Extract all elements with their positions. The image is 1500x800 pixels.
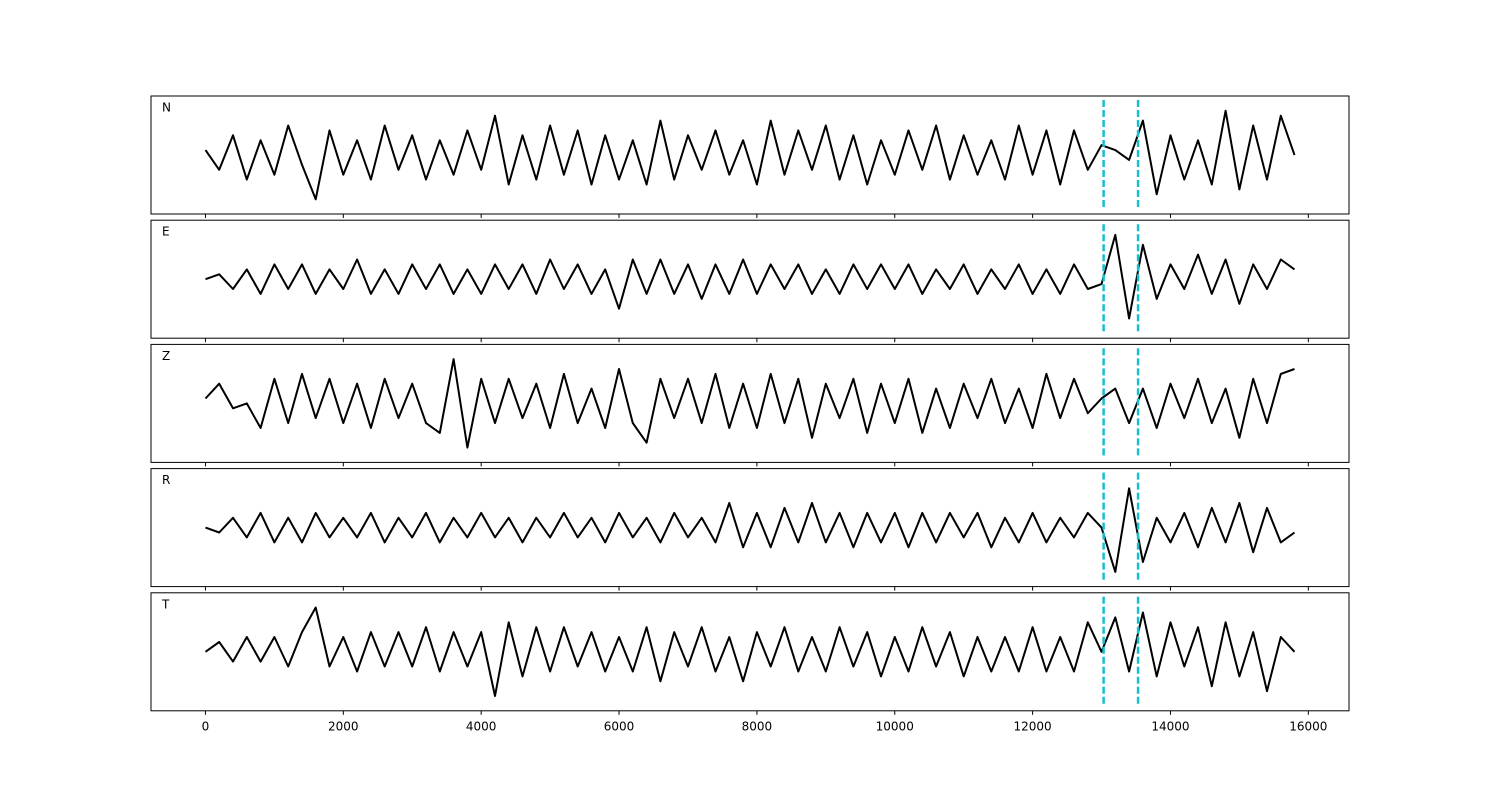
panel-frame bbox=[150, 592, 1350, 712]
waveform bbox=[204, 358, 1295, 449]
x-tick-label: 16000 bbox=[1289, 719, 1327, 733]
x-tick-label: 4000 bbox=[466, 719, 497, 733]
x-tick-label: 6000 bbox=[604, 719, 635, 733]
waveform bbox=[205, 233, 1296, 320]
x-tick-label: 12000 bbox=[1014, 719, 1052, 733]
x-tick-label: 14000 bbox=[1151, 719, 1189, 733]
waveform bbox=[204, 606, 1296, 697]
panel-label: E bbox=[162, 225, 170, 239]
panel-frame bbox=[150, 95, 1350, 215]
waveform bbox=[204, 109, 1296, 201]
panel-label: T bbox=[161, 597, 170, 611]
panel-label: Z bbox=[162, 349, 170, 363]
waveform bbox=[205, 487, 1296, 573]
x-tick-label: 8000 bbox=[742, 719, 773, 733]
panel-label: N bbox=[162, 101, 171, 115]
x-tick-label: 0 bbox=[202, 719, 210, 733]
panel-label: R bbox=[162, 473, 170, 487]
x-tick-label: 10000 bbox=[876, 719, 914, 733]
x-tick-label: 2000 bbox=[328, 719, 359, 733]
